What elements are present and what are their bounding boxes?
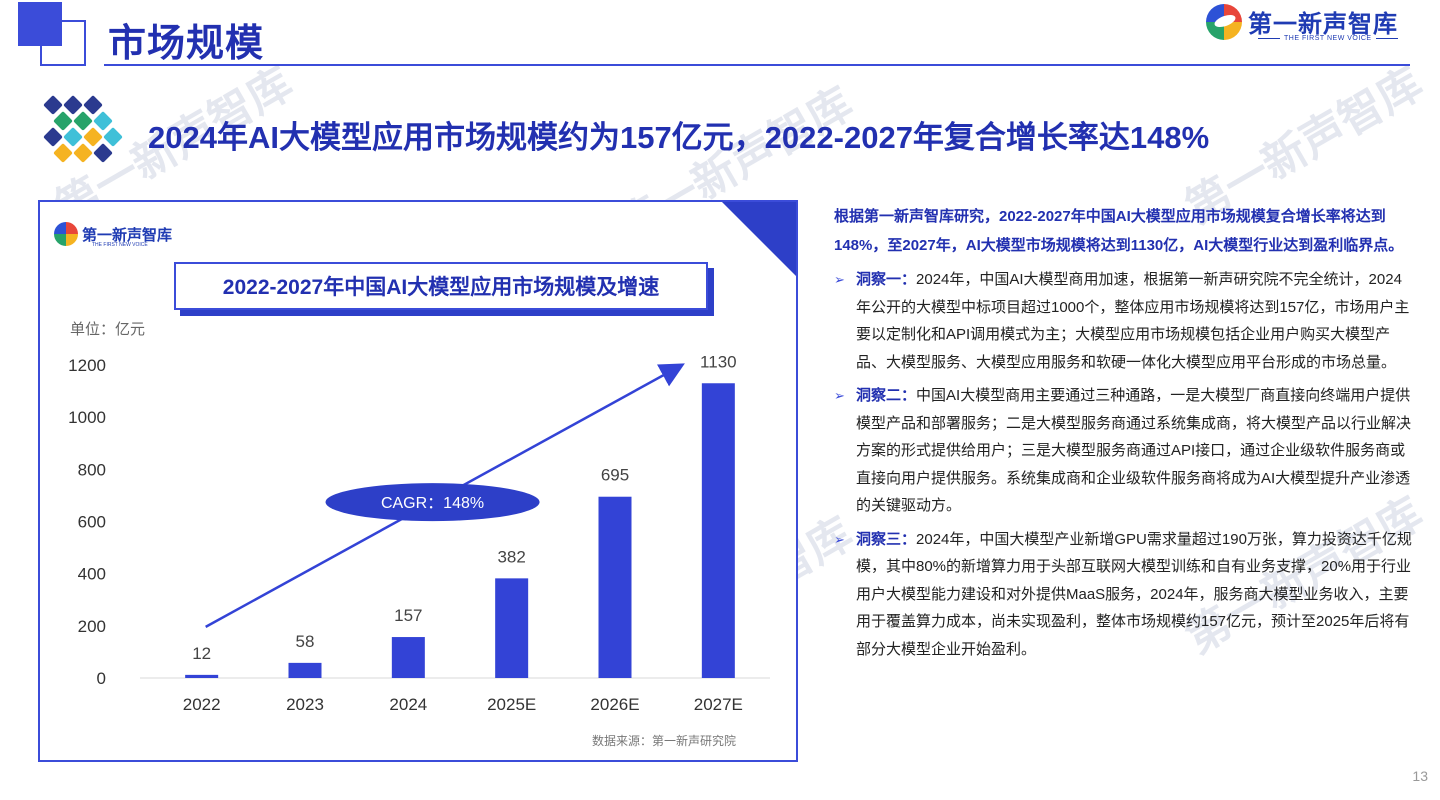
insight-text: 中国AI大模型商用主要通过三种通路，一是大模型厂商直接向终端用户提供模型产品和部… (856, 387, 1412, 514)
chevron-right-icon: ➢ (834, 531, 845, 547)
page-number: 13 (1412, 768, 1428, 784)
insight-item: ➢ 洞察三：2024年，中国大模型产业新增GPU需求量超过190万张，算力投资达… (834, 526, 1416, 664)
corner-outline-decoration (40, 20, 86, 66)
insight-text: 2024年，中国大模型产业新增GPU需求量超过190万张，算力投资达千亿规模，其… (856, 530, 1412, 658)
header-divider (104, 64, 1410, 66)
x-tick-label: 2025E (487, 695, 536, 714)
bar (701, 383, 735, 678)
y-tick-label: 1200 (68, 356, 106, 375)
insight-label: 洞察一： (856, 271, 917, 288)
bar (185, 674, 219, 678)
bar (288, 662, 322, 678)
chart-title: 2022-2027年中国AI大模型应用市场规模及增速 (222, 276, 660, 299)
bar (391, 637, 425, 678)
insight-label: 洞察二： (856, 387, 917, 404)
insight-text: 2024年，中国AI大模型商用加速，根据第一新声研究院不完全统计，2024年公开… (856, 271, 1410, 371)
headline: 2024年AI大模型应用市场规模约为157亿元，2022-2027年复合增长率达… (148, 120, 1210, 155)
bar-chart: 0 200 400 600 800 1000 1200 12 2022 58 2023 157 2024… (68, 352, 770, 714)
insight-item: ➢ 洞察二：中国AI大模型商用主要通过三种通路，一是大模型厂商直接向终端用户提供… (834, 382, 1416, 520)
cagr-label: CAGR：148% (381, 495, 484, 512)
x-tick-label: 2026E (590, 695, 639, 714)
y-tick-label: 600 (78, 513, 106, 532)
x-tick-label: 2024 (389, 695, 427, 714)
brand-logo: 第一新声智库 THE FIRST NEW VOICE (1206, 4, 1412, 46)
x-tick-label: 2022 (183, 695, 221, 714)
y-tick-label: 1000 (68, 408, 106, 427)
data-label: 1130 (700, 352, 737, 371)
insight-item: ➢ 洞察一：2024年，中国AI大模型商用加速，根据第一新声研究院不完全统计，2… (834, 266, 1416, 376)
chart-panel: 第一新声智库 THE FIRST NEW VOICE 2022-2027年中国A… (38, 200, 798, 762)
chevron-right-icon: ➢ (834, 388, 845, 403)
cagr-ellipse (325, 483, 540, 522)
panel-corner-decoration (720, 202, 796, 278)
analysis-column: 根据第一新声智库研究，2022-2027年中国AI大模型应用市场规模复合增长率将… (834, 202, 1416, 663)
chart-title-box: 2022-2027年中国AI大模型应用市场规模及增速 (174, 262, 708, 310)
brand-globe-icon (54, 222, 78, 246)
chevron-right-icon: ➢ (834, 272, 845, 287)
x-tick-label: 2027E (694, 695, 743, 714)
diamond-grid-icon (40, 94, 124, 168)
page-title: 市场规模 (108, 23, 265, 65)
insight-label: 洞察三： (856, 530, 917, 548)
unit-label: 单位：亿元 (70, 321, 146, 338)
y-tick-label: 400 (78, 565, 106, 584)
data-label: 382 (497, 547, 525, 566)
panel-brand-name: 第一新声智库 (82, 227, 173, 244)
data-label: 157 (394, 606, 422, 625)
bar (495, 578, 529, 678)
brand-name: 第一新声智库 (1248, 11, 1398, 38)
y-tick-label: 0 (97, 669, 106, 688)
y-tick-label: 200 (78, 617, 106, 636)
bar (598, 496, 632, 678)
panel-brand-tagline: THE FIRST NEW VOICE (92, 242, 148, 248)
data-label: 695 (601, 466, 629, 485)
data-label: 58 (296, 632, 315, 651)
y-tick-label: 800 (78, 460, 106, 479)
summary-text: 根据第一新声智库研究，2022-2027年中国AI大模型应用市场规模复合增长率将… (834, 208, 1404, 254)
x-tick-label: 2023 (286, 695, 324, 714)
data-label: 12 (192, 644, 211, 663)
panel-brand-logo: 第一新声智库 THE FIRST NEW VOICE (54, 222, 204, 252)
brand-globe-icon (1206, 4, 1242, 40)
data-source: 数据来源：第一新声研究院 (591, 734, 736, 748)
brand-tagline: THE FIRST NEW VOICE (1254, 35, 1402, 42)
